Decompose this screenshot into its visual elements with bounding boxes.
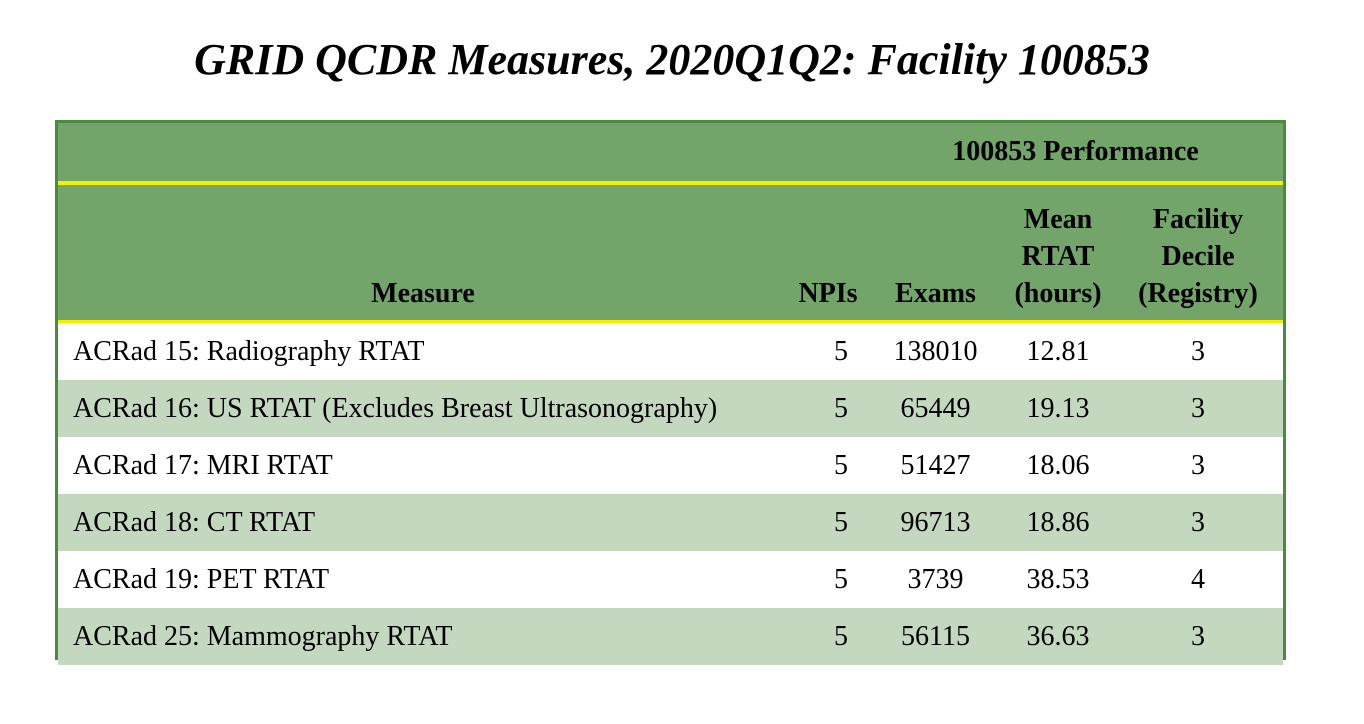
exams-cell: 138010 (893, 335, 978, 367)
mean-rtat-cell: 19.13 (1003, 380, 1113, 437)
page-title: GRID QCDR Measures, 2020Q1Q2: Facility 1… (194, 35, 1150, 84)
group-header-spacer (58, 123, 788, 185)
table-row: ACRad 25: Mammography RTAT 5 56115 36.63… (58, 608, 1283, 665)
mean-rtat-cell: 18.86 (1003, 494, 1113, 551)
npis-cell: 5 (788, 494, 868, 551)
exams-cell: 3739 (907, 563, 964, 595)
measure-cell: ACRad 19: PET RTAT (73, 563, 330, 595)
column-header-mean-rtat: Mean RTAT (hours) (1003, 183, 1113, 323)
decile-cell: 3 (1113, 380, 1283, 437)
decile-cell: 3 (1113, 608, 1283, 665)
exams-cell: 56115 (868, 608, 1003, 665)
exams-cell: 96713 (868, 494, 1003, 551)
column-header-measure: Measure (58, 183, 788, 323)
decile-cell: 3 (1191, 449, 1205, 481)
decile-cell: 3 (1113, 494, 1283, 551)
table-row: ACRad 16: US RTAT (Excludes Breast Ultra… (58, 380, 1283, 437)
column-header-exams: Exams (868, 183, 1003, 323)
npis-cell: 5 (788, 608, 868, 665)
npis-cell: 5 (788, 380, 868, 437)
mean-rtat-cell: 38.53 (1026, 563, 1090, 595)
exams-cell: 65449 (868, 380, 1003, 437)
table-row: ACRad 17: MRI RTAT 5 51427 18.06 3 (58, 437, 1283, 494)
decile-cell: 3 (1191, 335, 1205, 367)
header-line: Decile (1161, 241, 1235, 272)
column-header-facility-decile: Facility Decile (Registry) (1113, 183, 1283, 323)
column-header-npis: NPIs (788, 183, 868, 323)
column-header-row: Measure NPIs Exams Mean RTAT (hours) Fac… (58, 183, 1283, 323)
performance-group-header: 100853 Performance (868, 123, 1283, 185)
header-line: RTAT (1021, 241, 1095, 272)
measures-grid: 100853 Performance Measure NPIs Exams Me… (58, 123, 1283, 665)
npis-cell: 5 (834, 449, 848, 481)
mean-rtat-cell: 18.06 (1026, 449, 1090, 481)
table-row: ACRad 15: Radiography RTAT 5 138010 12.8… (58, 322, 1283, 381)
npis-cell: 5 (834, 335, 848, 367)
table-row: ACRad 19: PET RTAT 5 3739 38.53 4 (58, 551, 1283, 608)
header-line: Facility (1152, 204, 1244, 235)
measures-table: 100853 Performance Measure NPIs Exams Me… (55, 120, 1286, 665)
npis-cell: 5 (834, 563, 848, 595)
header-line: Mean (1023, 204, 1093, 235)
measure-cell: ACRad 18: CT RTAT (58, 494, 788, 551)
measure-cell: ACRad 25: Mammography RTAT (58, 608, 788, 665)
table-row: ACRad 18: CT RTAT 5 96713 18.86 3 (58, 494, 1283, 551)
exams-cell: 51427 (900, 449, 971, 481)
mean-rtat-cell: 12.81 (1026, 335, 1090, 367)
mean-rtat-cell: 36.63 (1003, 608, 1113, 665)
measure-cell: ACRad 17: MRI RTAT (73, 449, 333, 481)
group-header-spacer (788, 123, 868, 185)
header-line: (hours) (1014, 278, 1102, 309)
measure-cell: ACRad 16: US RTAT (Excludes Breast Ultra… (58, 380, 788, 437)
decile-cell: 4 (1191, 563, 1205, 595)
performance-group-header-row: 100853 Performance (58, 123, 1283, 185)
measure-cell: ACRad 15: Radiography RTAT (73, 335, 425, 367)
header-line: (Registry) (1138, 278, 1258, 309)
